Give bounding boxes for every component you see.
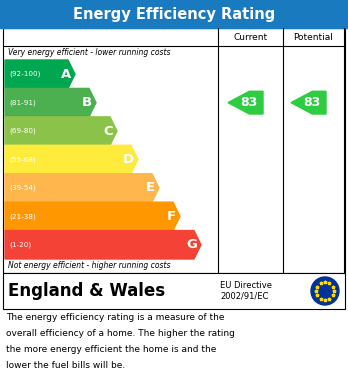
Circle shape [311,277,339,305]
Text: (55-68): (55-68) [9,156,36,163]
Polygon shape [5,117,117,145]
Polygon shape [5,231,201,259]
Text: The energy efficiency rating is a measure of the: The energy efficiency rating is a measur… [6,313,224,322]
Text: G: G [186,238,197,251]
Polygon shape [228,91,263,114]
Polygon shape [5,145,138,174]
Text: EU Directive: EU Directive [220,282,272,291]
Text: E: E [146,181,155,194]
Text: F: F [167,210,176,223]
Text: (39-54): (39-54) [9,185,36,191]
Text: Not energy efficient - higher running costs: Not energy efficient - higher running co… [8,261,171,270]
Text: (81-91): (81-91) [9,99,36,106]
Text: 83: 83 [240,96,257,109]
Text: (1-20): (1-20) [9,242,31,248]
Polygon shape [5,174,159,202]
Bar [3,273,345,309]
Text: lower the fuel bills will be.: lower the fuel bills will be. [6,361,125,370]
Polygon shape [5,88,96,117]
Bar [0,0,348,28]
Text: England & Wales: England & Wales [8,282,165,300]
Polygon shape [291,91,326,114]
Text: (69-80): (69-80) [9,128,36,135]
Polygon shape [5,60,75,88]
Text: overall efficiency of a home. The higher the rating: overall efficiency of a home. The higher… [6,329,235,338]
Text: Energy Efficiency Rating: Energy Efficiency Rating [73,7,275,22]
Text: (21-38): (21-38) [9,213,36,220]
Polygon shape [5,202,180,231]
Bar [3,28,345,273]
Text: B: B [82,96,92,109]
Text: the more energy efficient the home is and the: the more energy efficient the home is an… [6,345,216,354]
Text: D: D [123,153,134,166]
Text: 83: 83 [303,96,320,109]
Text: (92-100): (92-100) [9,71,40,77]
Text: C: C [103,125,113,138]
Text: 2002/91/EC: 2002/91/EC [220,292,268,301]
Text: Potential: Potential [294,32,333,41]
Text: Current: Current [234,32,268,41]
Text: A: A [61,68,71,81]
Text: Very energy efficient - lower running costs: Very energy efficient - lower running co… [8,48,171,57]
